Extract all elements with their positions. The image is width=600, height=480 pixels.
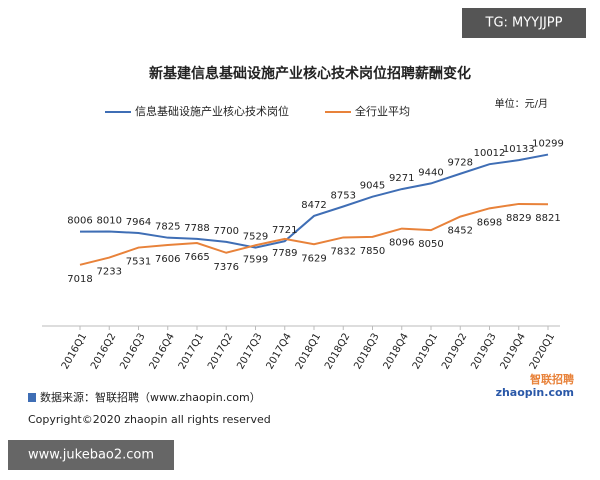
data-label: 7832 (331, 246, 356, 257)
watermark-box (462, 8, 586, 38)
source-icon (28, 393, 36, 402)
data-label: 8829 (506, 213, 531, 224)
data-label: 7964 (126, 217, 151, 228)
series-line (79, 153, 549, 249)
legend-label: 全行业平均 (355, 104, 410, 118)
chart-title: 新基建信息基础设施产业核心技术岗位招聘薪酬变化 (149, 65, 471, 82)
data-label: 7850 (360, 246, 385, 257)
data-label: 7531 (126, 257, 151, 268)
data-label: 7825 (155, 222, 180, 233)
data-label: 7629 (301, 253, 326, 264)
data-label: 9728 (448, 158, 473, 169)
watermark: TG: MYYJJPP (485, 16, 563, 31)
data-label: 8753 (331, 190, 356, 201)
source: 数据来源：智联招聘（www.zhaopin.com） (40, 390, 261, 404)
data-label: 7665 (184, 252, 209, 263)
data-label: 7529 (243, 232, 268, 243)
data-label: 10299 (532, 139, 564, 150)
logo-text: zhaopin.com (496, 386, 574, 399)
legend-label: 信息基础设施产业核心技术岗位 (135, 104, 289, 118)
data-label: 7606 (155, 254, 180, 265)
data-label: 10133 (503, 144, 535, 155)
watermark: www.jukebao2.com (28, 448, 154, 463)
data-label: 8096 (389, 238, 414, 249)
copyright: Copyright©2020 zhaopin all rights reserv… (28, 413, 271, 426)
watermark-box (8, 440, 174, 470)
data-label: 8821 (535, 213, 560, 224)
data-label: 8050 (418, 239, 443, 250)
data-label: 9045 (360, 181, 385, 192)
data-label: 8452 (448, 226, 473, 237)
series-line (79, 202, 549, 266)
data-label: 7700 (214, 226, 239, 237)
data-label: 9271 (389, 173, 414, 184)
data-label: 8006 (67, 216, 92, 227)
logo-text: 智联招聘 (530, 372, 574, 386)
data-label: 7789 (272, 248, 297, 259)
data-label: 7018 (67, 274, 92, 285)
data-label: 8010 (97, 215, 122, 226)
data-label: 8698 (477, 217, 502, 228)
data-label: 7599 (243, 254, 268, 265)
data-label: 9440 (418, 167, 443, 178)
data-label: 7788 (184, 223, 209, 234)
data-label: 7721 (272, 225, 297, 236)
data-label: 8472 (301, 200, 326, 211)
data-label: 10012 (474, 148, 506, 159)
data-label: 7233 (97, 267, 122, 278)
data-label: 7376 (214, 262, 239, 273)
unit-label: 单位：元/月 (495, 97, 548, 110)
